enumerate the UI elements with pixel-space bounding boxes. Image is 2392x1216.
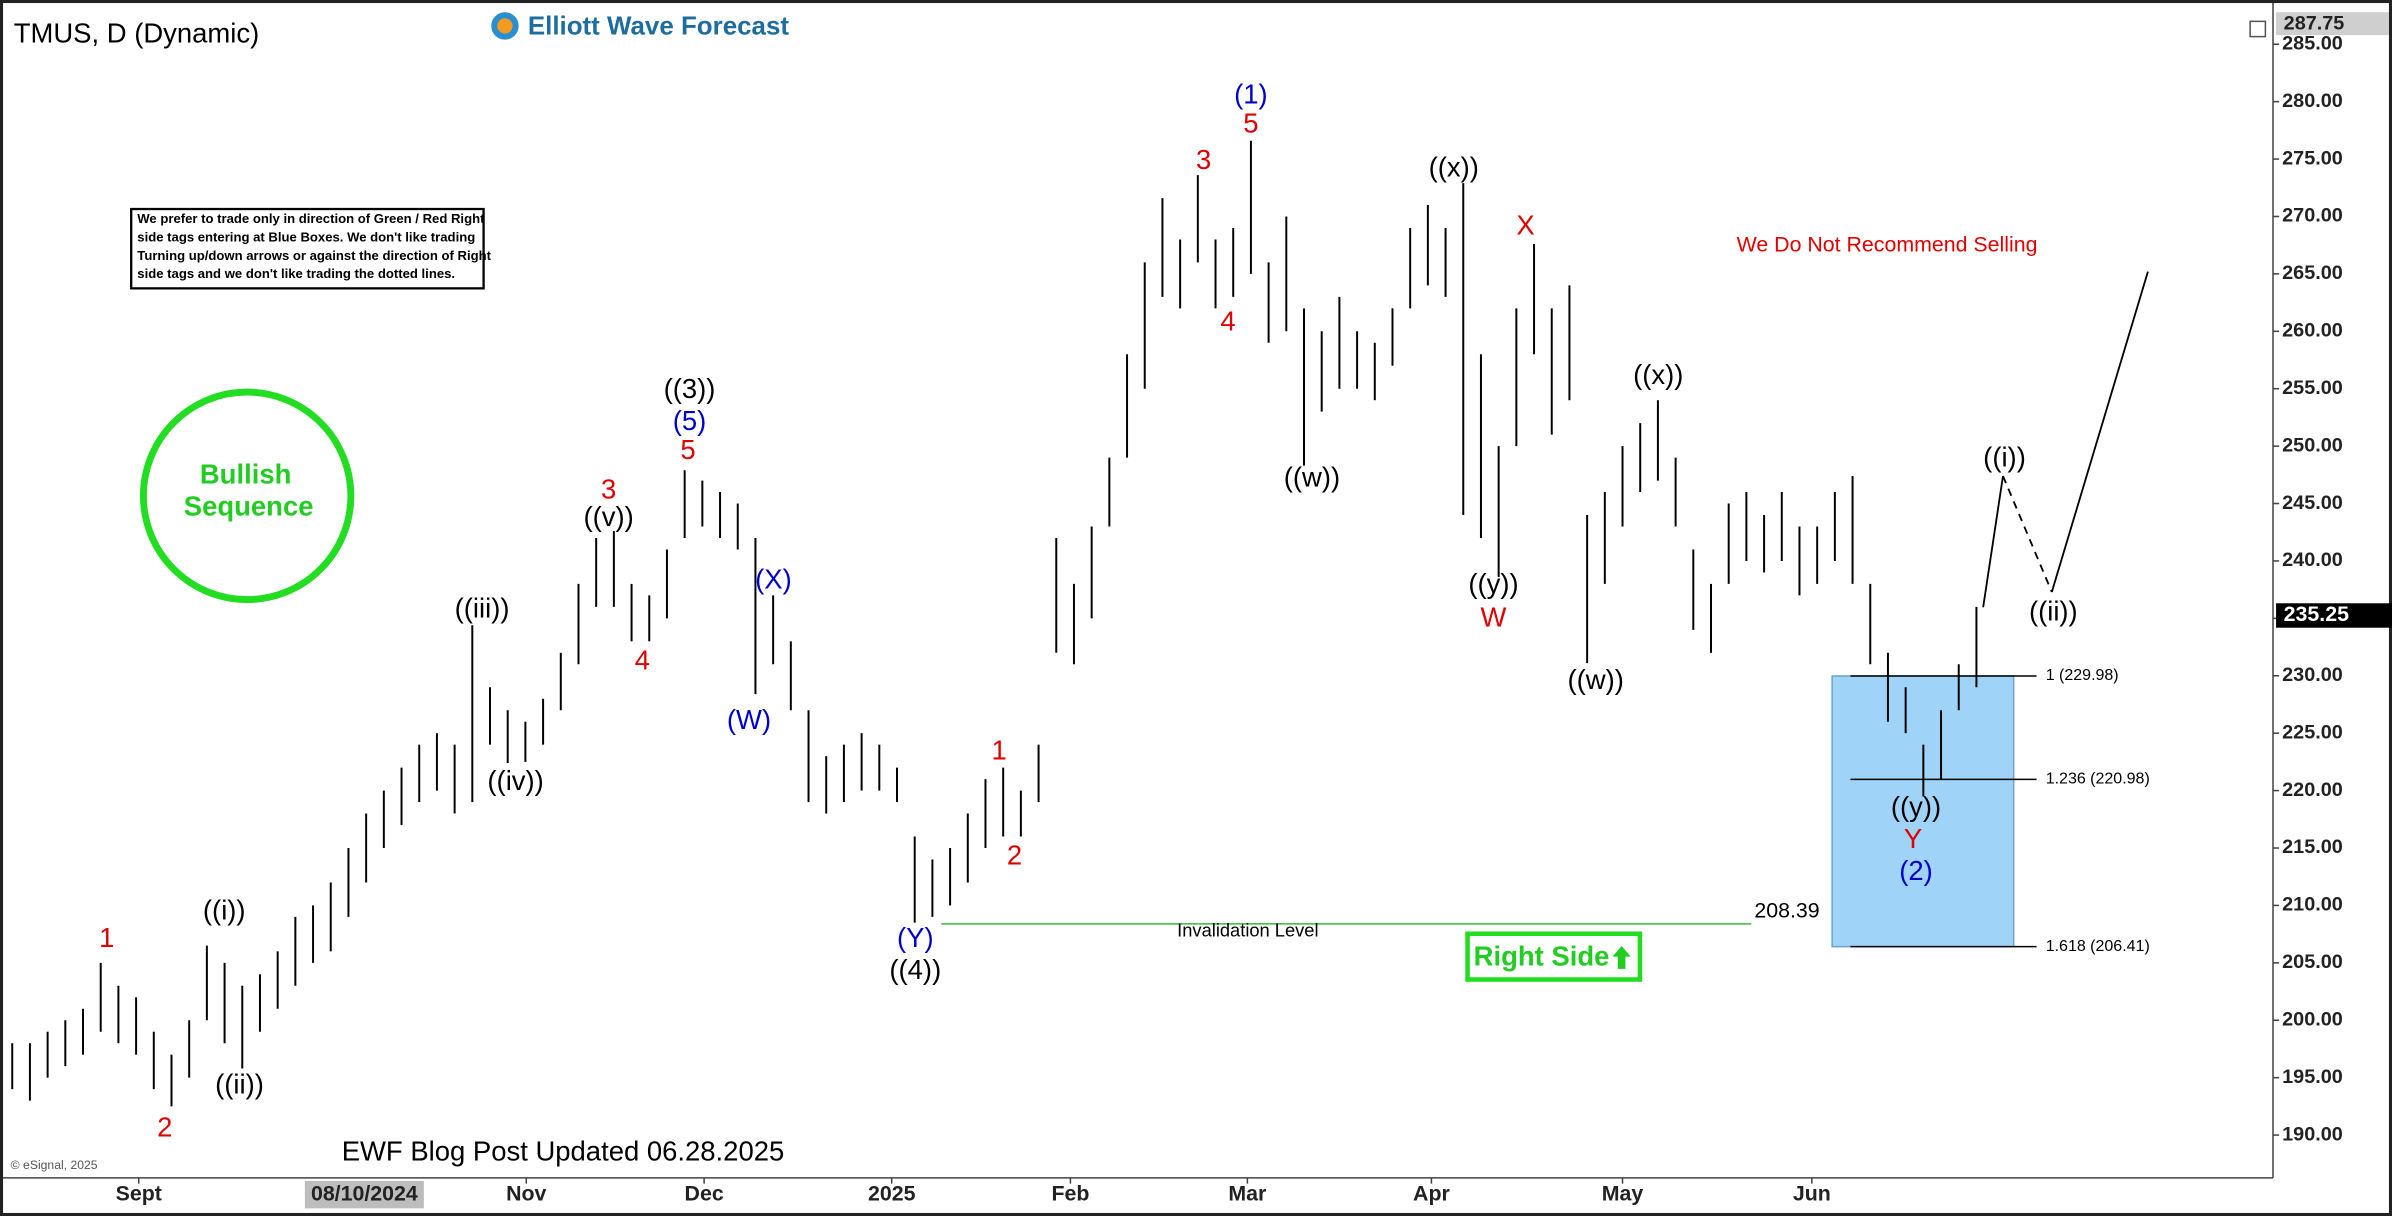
y-tick-label: 225.00 <box>2282 721 2343 743</box>
right-side-text: Right Side <box>1474 940 1610 971</box>
note-line: side tags entering at Blue Boxes. We don… <box>137 229 475 244</box>
wave-label: 4 <box>1220 306 1235 337</box>
wave-label: ((ii)) <box>2029 596 2078 627</box>
x-tick-label: May <box>1602 1181 1644 1205</box>
fib-label: 1.236 (220.98) <box>2046 771 2150 788</box>
logo-box <box>485 6 800 45</box>
wave-label: ((iii)) <box>455 593 510 624</box>
wave-label: (X) <box>755 564 792 595</box>
x-tick-label: Mar <box>1228 1181 1266 1205</box>
wave-label: ((iv)) <box>487 765 543 796</box>
wave-label: ((w)) <box>1284 461 1340 492</box>
wave-label: Y <box>1904 823 1922 854</box>
y-tick-label: 200.00 <box>2282 1008 2343 1030</box>
last-price-label: 235.25 <box>2284 602 2349 626</box>
y-tick-label: 240.00 <box>2282 549 2343 571</box>
y-tick-label: 250.00 <box>2282 434 2343 456</box>
wave-label: ((i)) <box>1983 441 2026 472</box>
fib-label: 1 (229.98) <box>2046 667 2119 684</box>
wave-label: 2 <box>1007 840 1022 871</box>
y-tick-label: 270.00 <box>2282 205 2343 227</box>
bullish-text: Sequence <box>184 490 314 521</box>
wave-label: 1 <box>992 734 1007 765</box>
logo-icon-inner <box>497 18 513 34</box>
wave-label: (2) <box>1899 855 1933 886</box>
wave-label: 2 <box>157 1111 172 1142</box>
note-line: We prefer to trade only in direction of … <box>137 211 485 226</box>
y-tick-label: 215.00 <box>2282 836 2343 858</box>
note-box <box>130 207 485 290</box>
wave-label: X <box>1516 210 1534 241</box>
wave-label: 5 <box>1243 107 1258 138</box>
right-side-box <box>1465 931 1643 982</box>
wave-label: ((y)) <box>1468 568 1518 599</box>
logo-text: Elliott Wave Forecast <box>528 12 790 40</box>
y-tick-label: 280.00 <box>2282 90 2343 112</box>
x-tick-label: Feb <box>1051 1181 1089 1205</box>
wave-label: 4 <box>635 644 650 675</box>
wave-label: (1) <box>1234 78 1268 109</box>
x-tick-label: Nov <box>506 1181 546 1205</box>
ylim-tag <box>2276 12 2389 36</box>
x-tick-label: 2025 <box>868 1181 916 1205</box>
y-tick-label: 205.00 <box>2282 951 2343 973</box>
projection-dashed <box>2002 475 2053 593</box>
cursor-date-label: 08/10/2024 <box>311 1181 418 1205</box>
wave-label: ((x)) <box>1633 359 1683 390</box>
wave-label: (Y) <box>897 922 934 953</box>
wave-label: 1 <box>99 922 114 953</box>
x-tick-label: Apr <box>1413 1181 1450 1205</box>
invalidation-label: Invalidation Level <box>1177 919 1318 940</box>
y-tick-label: 265.00 <box>2282 262 2343 284</box>
x-tick-label: Dec <box>685 1181 724 1205</box>
ylim-label: 287.75 <box>2284 13 2345 35</box>
footer-text: EWF Blog Post Updated 06.28.2025 <box>342 1136 785 1167</box>
wave-label: (5) <box>673 405 707 436</box>
last-price-tag <box>2276 603 2392 628</box>
y-tick-label: 260.00 <box>2282 320 2343 342</box>
recommendation: We Do Not Recommend Selling <box>1737 232 2038 256</box>
projection-line <box>1982 475 2004 608</box>
wave-label: ((v)) <box>584 501 634 532</box>
y-tick-label: 245.00 <box>2282 492 2343 514</box>
bullish-text: Bullish <box>200 458 292 489</box>
note-line: Turning up/down arrows or against the di… <box>137 248 491 263</box>
invalidation-value: 208.39 <box>1754 898 1819 922</box>
wave-label: ((3)) <box>664 373 716 404</box>
wave-label: W <box>1481 602 1507 633</box>
x-tick-label: Jun <box>1793 1181 1831 1205</box>
y-tick-label: 230.00 <box>2282 664 2343 686</box>
cursor-date-bg <box>304 1180 424 1209</box>
wave-label: 5 <box>680 434 695 465</box>
y-tick-label: 190.00 <box>2282 1123 2343 1145</box>
y-tick-label: 275.00 <box>2282 147 2343 169</box>
x-tick-label: Sept <box>116 1181 162 1205</box>
wave-label: 3 <box>601 474 616 505</box>
wave-label: 3 <box>1196 144 1211 175</box>
y-tick-label: 210.00 <box>2282 894 2343 916</box>
wave-label: ((x)) <box>1429 152 1479 183</box>
projection-line <box>2050 271 2149 593</box>
y-tick-label: 220.00 <box>2282 779 2343 801</box>
window-icon <box>2249 20 2267 38</box>
wave-label: ((i)) <box>203 895 246 926</box>
y-tick-label: 255.00 <box>2282 377 2343 399</box>
note-line: side tags and we don't like trading the … <box>137 266 455 281</box>
right-side-arrow <box>1612 945 1631 969</box>
wave-label: ((w)) <box>1567 664 1623 695</box>
bullish-circle <box>139 388 355 604</box>
chart-title: TMUS, D (Dynamic) <box>14 17 260 48</box>
copyright: © eSignal, 2025 <box>11 1158 98 1172</box>
fib-label: 1.618 (206.41) <box>2046 938 2150 955</box>
wave-label: ((ii)) <box>215 1069 264 1100</box>
wave-label: (W) <box>727 704 771 735</box>
wave-label: ((y)) <box>1891 791 1941 822</box>
y-tick-label: 195.00 <box>2282 1066 2343 1088</box>
wave-label: ((4)) <box>889 954 941 985</box>
y-tick-label: 285.00 <box>2282 32 2343 54</box>
